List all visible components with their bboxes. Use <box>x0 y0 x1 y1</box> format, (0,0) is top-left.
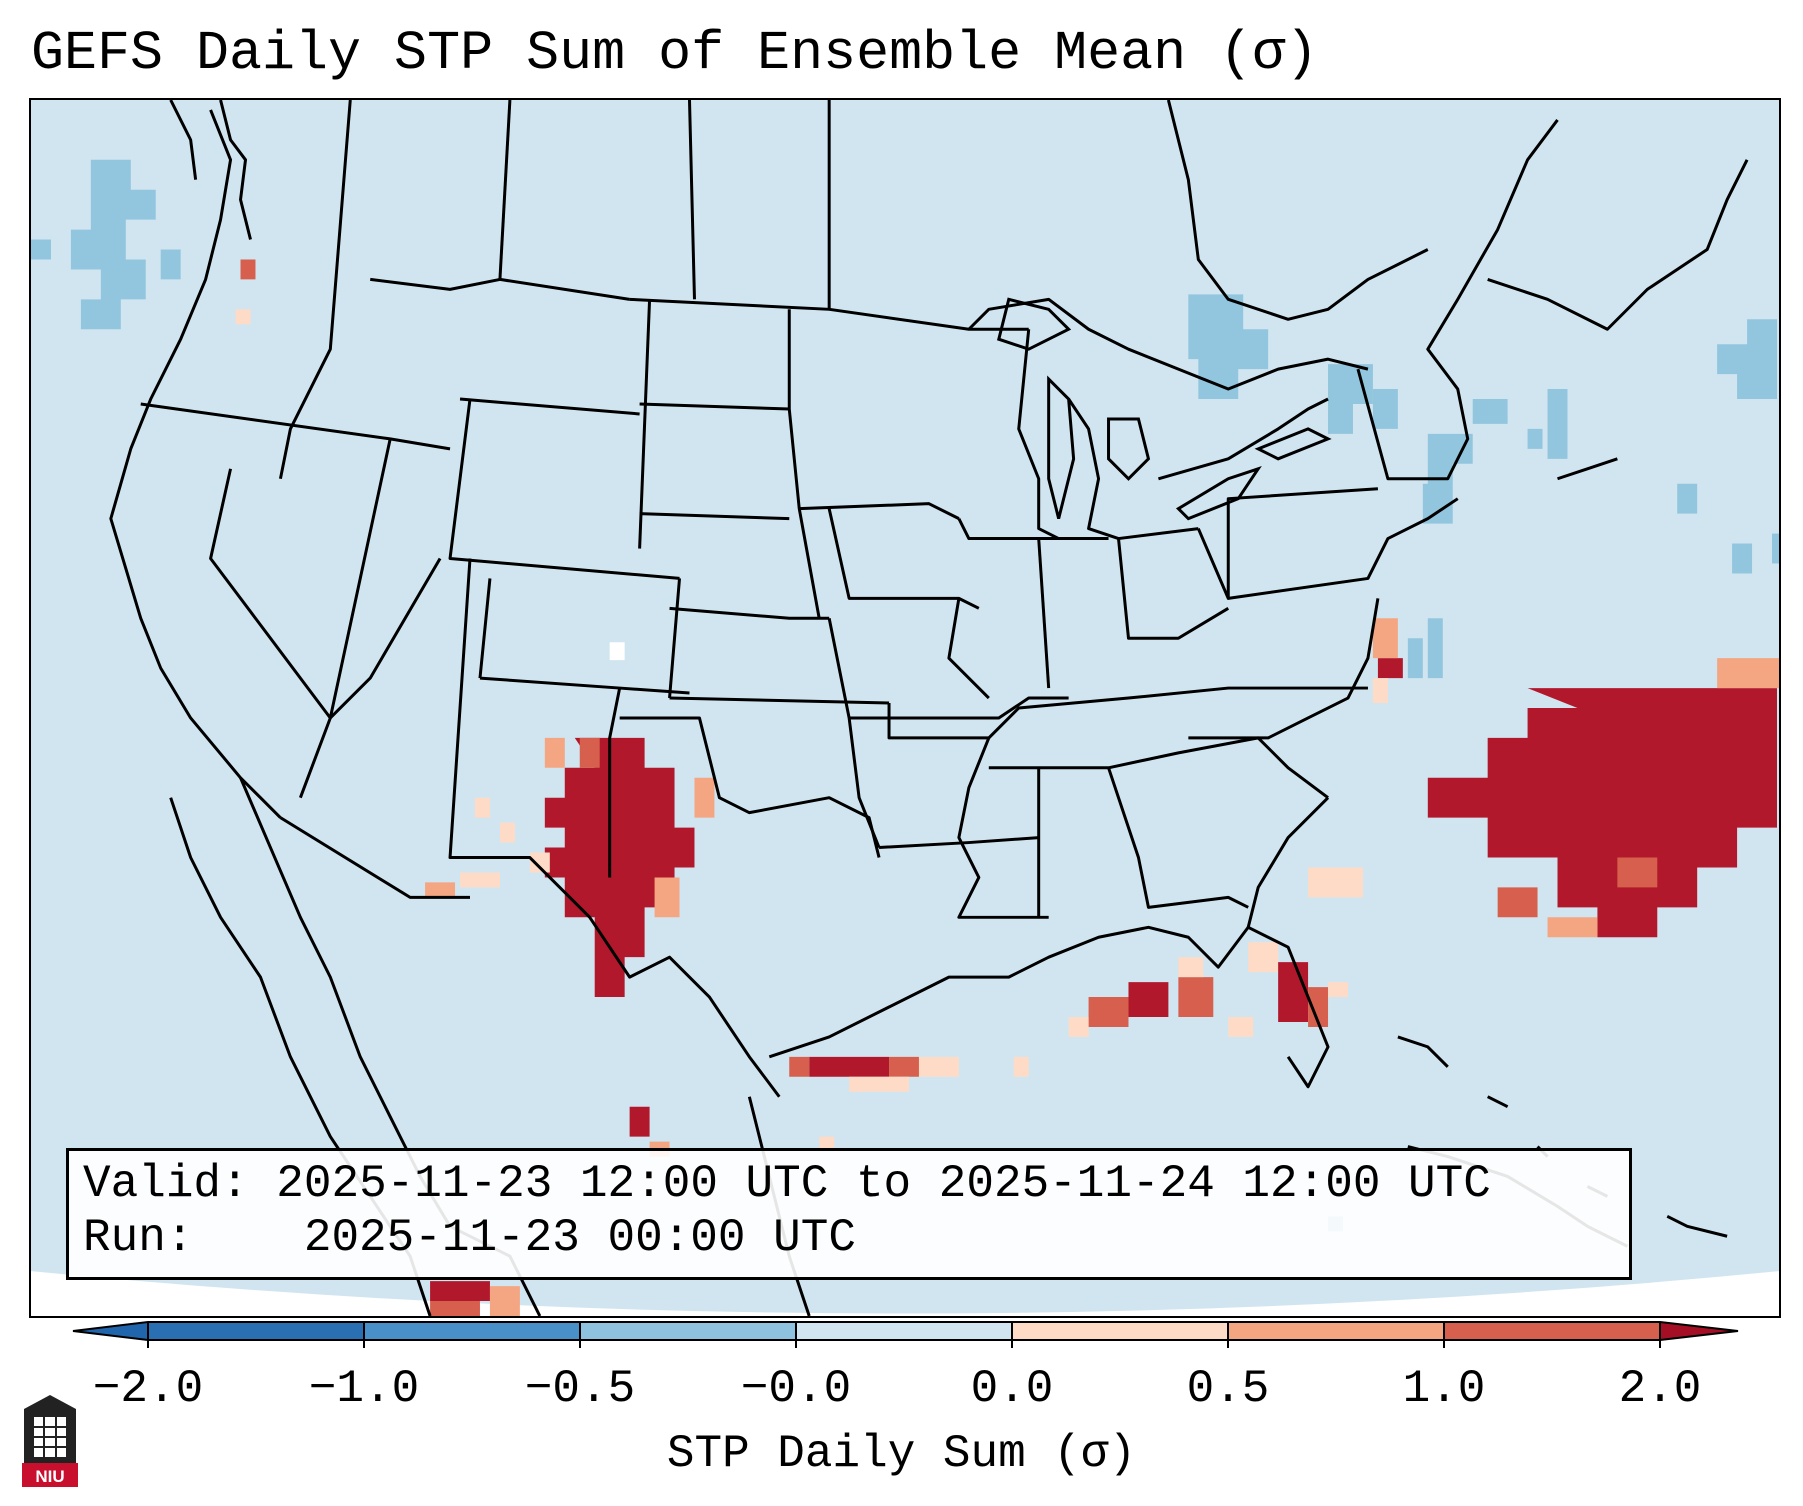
colorbar-tick-label: −1.0 <box>308 1363 420 1415</box>
colorbar-title: STP Daily Sum (σ) <box>666 1428 1137 1480</box>
negative-anomaly-areas <box>31 159 1779 1232</box>
run-value: 2025-11-23 00:00 UTC <box>303 1212 856 1264</box>
colorbar-tick-label: −0.0 <box>740 1363 852 1415</box>
colorbar-segment-3 <box>580 1322 796 1340</box>
colorbar-extend-high <box>1660 1322 1738 1340</box>
colorbar-tick-label: −0.5 <box>524 1363 636 1415</box>
colorbar-segment-1 <box>148 1322 364 1340</box>
colorbar-segment-5 <box>1012 1322 1228 1340</box>
map-svg <box>31 100 1779 1316</box>
positive-anomaly-areas <box>235 259 1779 1316</box>
great-lakes <box>996 297 1332 521</box>
colorbar-tick-label: −2.0 <box>92 1363 204 1415</box>
chart-title: GEFS Daily STP Sum of Ensemble Mean (σ) <box>31 22 1319 85</box>
niu-logo-icon: NIU <box>22 1395 78 1487</box>
near-zero-pixel <box>609 642 625 661</box>
colorbar-segment-2 <box>364 1322 580 1340</box>
run-label: Run: <box>83 1212 194 1264</box>
validity-info-box: Valid: 2025-11-23 12:00 UTC to 2025-11-2… <box>66 1148 1632 1280</box>
colorbar-tick-label: 0.5 <box>1186 1363 1270 1415</box>
run-line: Run: 2025-11-23 00:00 UTC <box>83 1211 1615 1265</box>
valid-value: 2025-11-23 12:00 UTC to 2025-11-24 12:00… <box>276 1158 1491 1210</box>
map-background <box>31 100 1779 1314</box>
colorbar-tick-label: 2.0 <box>1618 1363 1702 1415</box>
colorbar-tick-label: 1.0 <box>1402 1363 1486 1415</box>
colorbar-tick-label: 0.0 <box>970 1363 1054 1415</box>
valid-line: Valid: 2025-11-23 12:00 UTC to 2025-11-2… <box>83 1157 1615 1211</box>
map-panel <box>29 98 1781 1318</box>
colorbar-segment-4 <box>796 1322 1012 1340</box>
logo-text: NIU <box>35 1467 64 1486</box>
colorbar-segment-7 <box>1444 1322 1660 1340</box>
colorbar-segment-6 <box>1228 1322 1444 1340</box>
colorbar <box>72 1321 1739 1348</box>
coastlines-and-borders <box>109 100 1749 1316</box>
valid-label: Valid: <box>83 1158 249 1210</box>
colorbar-extend-low <box>73 1322 148 1340</box>
colorbar-ticks <box>147 1322 1661 1348</box>
